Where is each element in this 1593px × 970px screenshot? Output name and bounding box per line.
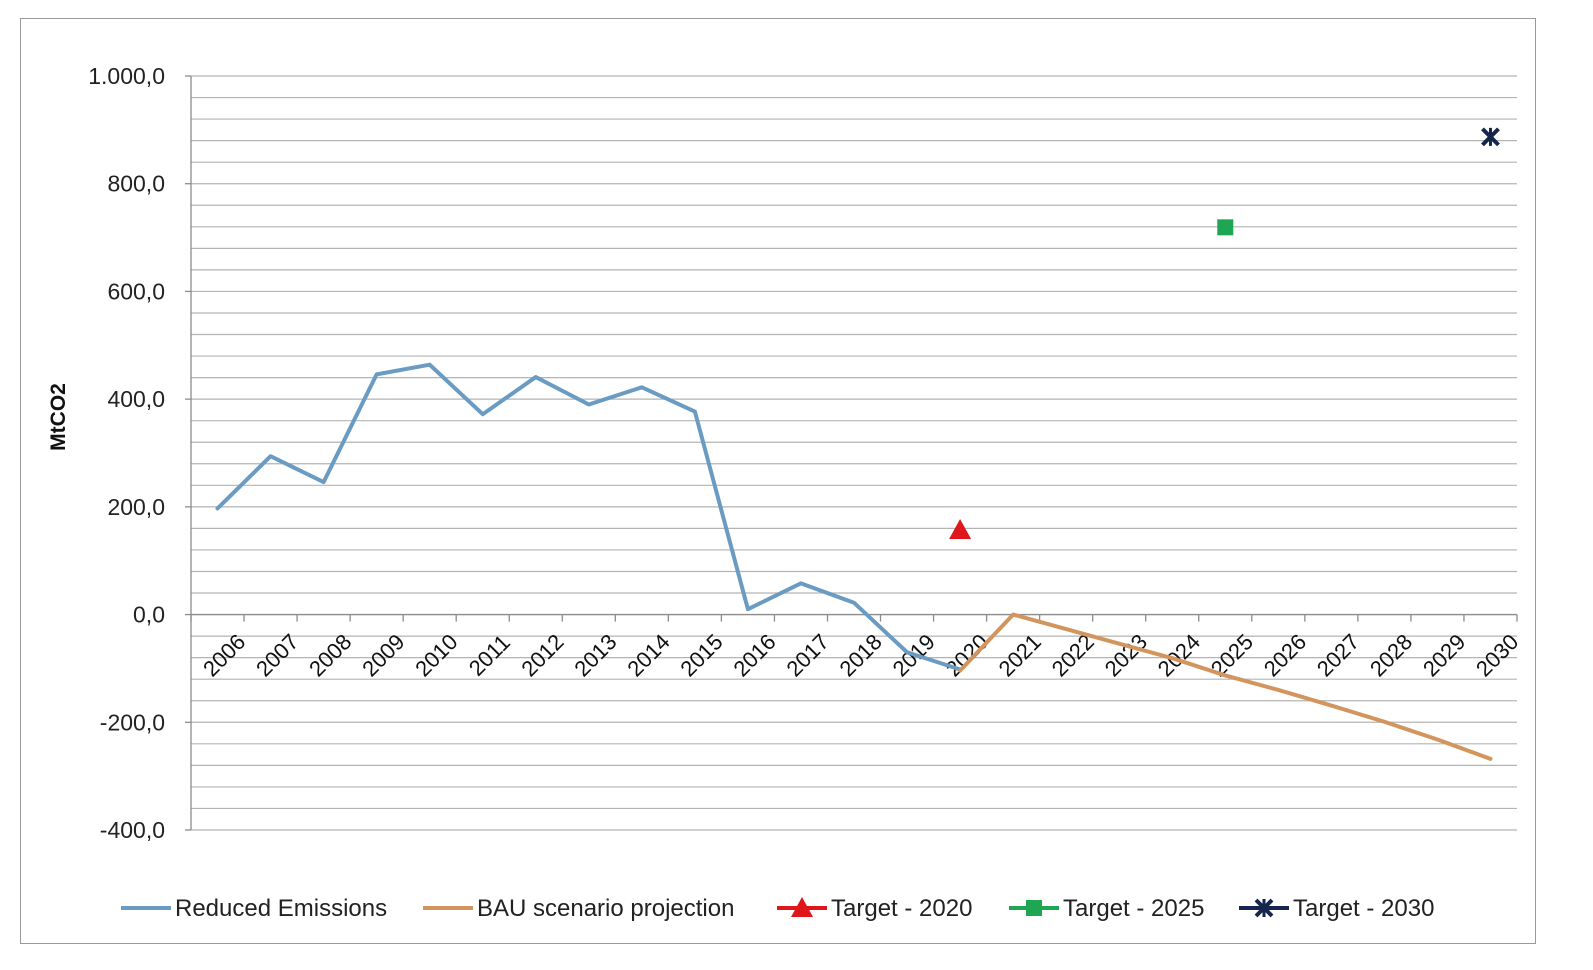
x-tick-label: 2016 (728, 629, 780, 681)
x-tick-label: 2012 (516, 629, 568, 681)
x-tick-label: 2015 (675, 629, 727, 681)
x-tick-label: 2006 (198, 629, 250, 681)
marker-target-2030 (1481, 127, 1500, 147)
x-tick-label: 2008 (304, 629, 356, 681)
legend-marker (1254, 898, 1274, 918)
x-tick-label: 2013 (569, 629, 621, 681)
y-tick-label: -200,0 (100, 709, 165, 735)
x-tick-label: 2010 (410, 629, 462, 681)
x-tick-label: 2029 (1418, 629, 1470, 681)
legend-item-reduced-emissions: Reduced Emissions (121, 895, 387, 922)
x-tick-label: 2018 (835, 629, 887, 681)
x-tick-label: 2009 (357, 629, 409, 681)
y-tick-label: 200,0 (107, 494, 165, 520)
y-tick-label: 1.000,0 (88, 63, 165, 89)
x-tick-label: 2028 (1365, 629, 1417, 681)
legend-label: Target - 2020 (831, 895, 972, 922)
series-layer (215, 127, 1500, 761)
legend-label: Target - 2030 (1293, 895, 1434, 922)
x-tick-label: 2011 (464, 630, 515, 681)
series-line-reduced-emissions (215, 362, 963, 672)
x-tick-label: 2026 (1259, 629, 1311, 681)
legend-item-target-2025: Target - 2025 (1009, 895, 1204, 922)
x-tick-label: 2021 (994, 629, 1046, 681)
legend-item-bau-scenario-projection: BAU scenario projection (423, 895, 734, 922)
y-tick-label: 600,0 (107, 278, 165, 304)
x-tick-label: 2020 (941, 629, 993, 681)
legend: Reduced Emissions BAU scenario projection… (121, 895, 1434, 922)
grid-lines (191, 75, 1517, 831)
line-chart: -400,0 -200,0 0,0 200,0 400,0 600,0 800,0 1.000… (47, 63, 1523, 922)
x-tick-label: 2027 (1312, 629, 1364, 681)
y-axis-title: MtCO2 (47, 383, 70, 451)
marker-target-2025 (1217, 219, 1234, 236)
x-tick-label: 2023 (1100, 629, 1152, 681)
legend-label: BAU scenario projection (477, 895, 734, 922)
legend-item-target-2030: Target - 2030 (1239, 895, 1434, 922)
y-tick-label: -400,0 (100, 817, 165, 843)
x-tick-label: 2017 (782, 629, 834, 681)
x-axis: 2006 2007 2008 2009 2010 2011 2012 2013 2014 2015… (190, 613, 1523, 681)
legend-label: Target - 2025 (1063, 895, 1204, 922)
y-tick-label: 800,0 (107, 171, 165, 197)
x-tick-label: 2014 (622, 629, 674, 681)
x-tick-label: 2030 (1471, 629, 1523, 681)
y-axis: -400,0 -200,0 0,0 200,0 400,0 600,0 800,0 1.000… (88, 63, 192, 843)
legend-item-target-2020: Target - 2020 (777, 895, 972, 922)
chart-frame: -400,0 -200,0 0,0 200,0 400,0 600,0 800,0 1.000… (20, 18, 1536, 944)
legend-marker (1026, 900, 1042, 916)
y-tick-label: 400,0 (107, 386, 165, 412)
legend-marker (791, 897, 813, 917)
x-tick-label: 2007 (251, 629, 303, 681)
y-tick-label: 0,0 (133, 602, 165, 628)
marker-target-2020 (949, 519, 972, 540)
legend-label: Reduced Emissions (175, 895, 387, 922)
